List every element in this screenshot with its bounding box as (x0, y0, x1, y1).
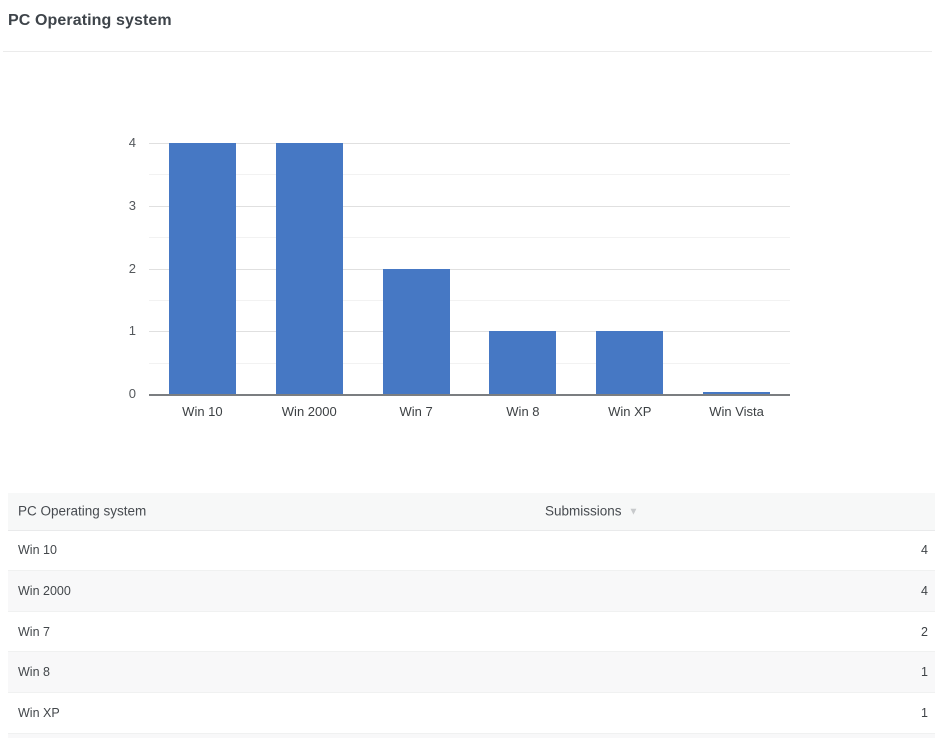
title-divider (3, 51, 932, 52)
bar-win-7[interactable] (382, 268, 450, 394)
bar-win-xp[interactable] (596, 331, 664, 394)
x-axis-category-label: Win XP (608, 404, 652, 419)
bar-win-10[interactable] (168, 143, 236, 394)
y-axis-tick-label: 4 (128, 135, 136, 150)
row-value: 1 (921, 665, 928, 680)
gridline (149, 331, 790, 333)
x-axis-category-label: Win Vista (709, 404, 764, 419)
y-axis-tick-label: 2 (128, 260, 136, 276)
row-value: 1 (921, 705, 928, 720)
page-title: PC Operating system (8, 12, 172, 29)
row-value: 4 (921, 584, 928, 599)
x-axis-category-label: Win 8 (506, 404, 540, 419)
sort-desc-icon[interactable]: ▼ (628, 506, 639, 518)
gridline (149, 174, 790, 176)
table-row: Win XP 1 (8, 693, 935, 734)
bar-win-vista[interactable] (703, 392, 771, 394)
gridline (149, 205, 790, 207)
row-label: Win 8 (18, 665, 50, 680)
x-axis-category-label: Win 2000 (281, 404, 337, 419)
table-row-partial (8, 733, 935, 738)
row-label: Win 7 (18, 624, 50, 639)
y-axis-tick-label: 0 (128, 386, 136, 401)
bar-chart: 0 1 2 3 4 Win 10 Win 2000 Win 7 Win 8 Win XP Win V… (128, 135, 790, 419)
column-header-submissions-label: Submissions (545, 503, 622, 519)
table-row: Win 2000 4 (8, 571, 935, 612)
y-axis-tick-label: 1 (128, 323, 136, 339)
gridline (149, 362, 790, 364)
gridline (149, 268, 790, 270)
gridline (149, 299, 790, 301)
x-axis-category-label: Win 10 (182, 404, 223, 419)
gridline (149, 143, 790, 144)
x-axis-category-label: Win 7 (399, 404, 433, 419)
table-row: Win 8 1 (8, 652, 935, 694)
x-axis-line (149, 394, 790, 396)
column-header-os[interactable]: PC Operating system (18, 503, 147, 519)
row-label: Win 10 (18, 543, 57, 558)
column-header-submissions[interactable]: Submissions ▼ (545, 504, 638, 519)
y-axis-tick-label: 3 (128, 197, 136, 213)
row-label: Win 2000 (18, 584, 71, 599)
table-row: Win 7 2 (8, 611, 935, 653)
row-label: Win XP (18, 705, 60, 720)
row-value: 4 (921, 543, 928, 558)
table-header-row: PC Operating system Submissions ▼ (8, 493, 935, 531)
bar-win-2000[interactable] (275, 143, 343, 394)
gridline (149, 237, 790, 239)
table-row: Win 10 4 (8, 530, 935, 572)
bar-win-8[interactable] (489, 331, 557, 394)
submissions-table: PC Operating system Submissions ▼ Win 10 … (8, 493, 935, 738)
row-value: 2 (921, 624, 928, 639)
